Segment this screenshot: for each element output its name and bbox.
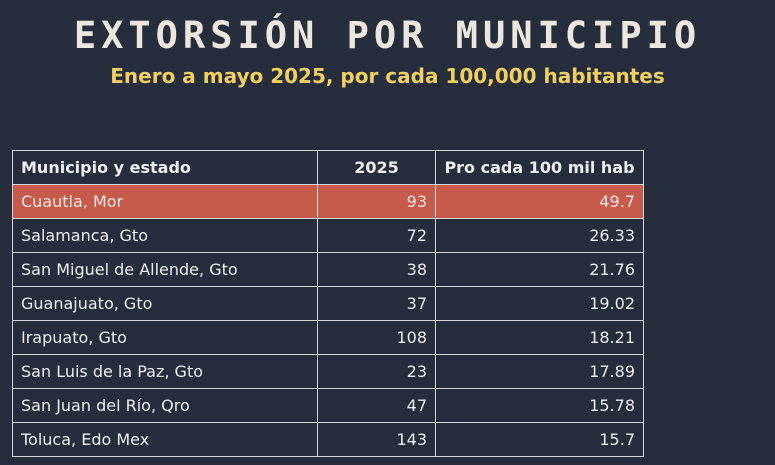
cell-tasa: 19.02 bbox=[435, 286, 644, 321]
cell-municipio: Irapuato, Gto bbox=[12, 320, 318, 355]
cell-tasa: 21.76 bbox=[435, 252, 644, 287]
cell-tasa: 15.7 bbox=[435, 422, 644, 457]
cell-municipio: San Luis de la Paz, Gto bbox=[12, 354, 318, 389]
table-row: Salamanca, Gto 72 26.33 bbox=[12, 218, 644, 253]
cell-2025: 72 bbox=[317, 218, 436, 253]
cell-tasa: 15.78 bbox=[435, 388, 644, 423]
cell-municipio: Salamanca, Gto bbox=[12, 218, 318, 253]
table-row: Guanajuato, Gto 37 19.02 bbox=[12, 286, 644, 321]
page-subtitle: Enero a mayo 2025, por cada 100,000 habi… bbox=[110, 64, 665, 88]
cell-tasa: 18.21 bbox=[435, 320, 644, 355]
cell-municipio: Toluca, Edo Mex bbox=[12, 422, 318, 457]
extortion-table: Municipio y estado 2025 Pro cada 100 mil… bbox=[12, 150, 644, 457]
cell-2025: 143 bbox=[317, 422, 436, 457]
cell-municipio: San Juan del Río, Qro bbox=[12, 388, 318, 423]
table-row: San Luis de la Paz, Gto 23 17.89 bbox=[12, 354, 644, 389]
cell-tasa: 26.33 bbox=[435, 218, 644, 253]
cell-municipio: San Miguel de Allende, Gto bbox=[12, 252, 318, 287]
cell-2025: 108 bbox=[317, 320, 436, 355]
cell-2025: 37 bbox=[317, 286, 436, 321]
cell-municipio: Cuautla, Mor bbox=[12, 184, 318, 219]
table-body: Cuautla, Mor 93 49.7 Salamanca, Gto 72 2… bbox=[12, 184, 644, 457]
cell-2025: 93 bbox=[317, 184, 436, 219]
table-row: Irapuato, Gto 108 18.21 bbox=[12, 320, 644, 355]
cell-2025: 47 bbox=[317, 388, 436, 423]
header-municipio: Municipio y estado bbox=[12, 150, 318, 185]
table-row: San Juan del Río, Qro 47 15.78 bbox=[12, 388, 644, 423]
cell-municipio: Guanajuato, Gto bbox=[12, 286, 318, 321]
cell-2025: 38 bbox=[317, 252, 436, 287]
header-tasa: Pro cada 100 mil hab bbox=[435, 150, 644, 185]
table-row: San Miguel de Allende, Gto 38 21.76 bbox=[12, 252, 644, 287]
cell-tasa: 49.7 bbox=[435, 184, 644, 219]
cell-tasa: 17.89 bbox=[435, 354, 644, 389]
header-2025: 2025 bbox=[317, 150, 436, 185]
table-row-highlighted: Cuautla, Mor 93 49.7 bbox=[12, 184, 644, 219]
cell-2025: 23 bbox=[317, 354, 436, 389]
header-row: Municipio y estado 2025 Pro cada 100 mil… bbox=[12, 150, 644, 185]
table-row: Toluca, Edo Mex 143 15.7 bbox=[12, 422, 644, 457]
page-title: EXTORSIÓN POR MUNICIPIO bbox=[73, 14, 702, 57]
table-header: Municipio y estado 2025 Pro cada 100 mil… bbox=[12, 150, 644, 185]
